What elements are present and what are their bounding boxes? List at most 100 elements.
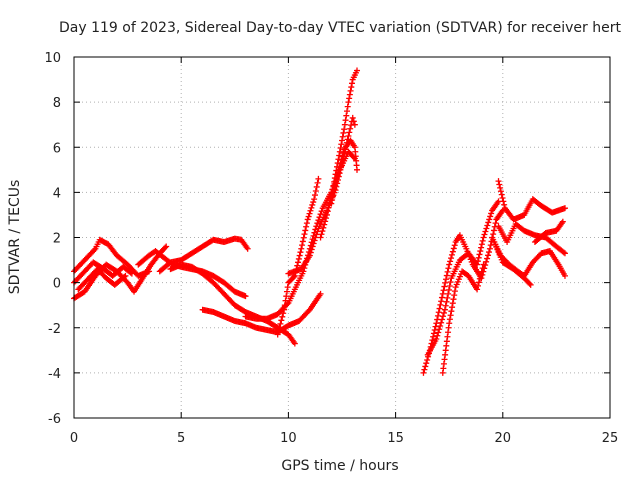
data-point <box>320 224 327 231</box>
grid <box>74 57 610 418</box>
data-point <box>283 288 290 295</box>
data-point <box>324 208 331 215</box>
data-point <box>323 215 330 222</box>
series-sat-11 <box>285 114 358 277</box>
data-point <box>354 67 361 74</box>
data-point <box>128 270 135 277</box>
data-point <box>281 306 288 313</box>
y-tick-label: 4 <box>53 186 61 201</box>
data-point <box>561 205 568 212</box>
data-point <box>444 294 451 301</box>
data-point <box>449 248 456 255</box>
data-point <box>332 182 339 189</box>
data-point <box>561 250 568 257</box>
data-point <box>450 245 457 252</box>
data-point <box>486 245 493 252</box>
data-point <box>307 207 314 214</box>
data-point <box>305 213 312 220</box>
series-sat-10 <box>274 175 322 338</box>
data-point <box>339 137 345 144</box>
x-tick-label: 15 <box>387 431 404 446</box>
data-point <box>319 228 326 235</box>
chart-title: Day 119 of 2023, Sidereal Day-to-day VTE… <box>59 20 621 36</box>
data-point <box>336 164 343 171</box>
data-point <box>441 306 448 313</box>
data-point <box>526 280 533 287</box>
data-point <box>310 240 317 247</box>
series-sat-13 <box>328 137 361 207</box>
data-points <box>71 67 568 376</box>
data-point <box>91 247 98 254</box>
data-point <box>439 316 446 323</box>
data-point <box>500 198 507 205</box>
data-point <box>499 195 506 202</box>
data-point <box>306 252 313 259</box>
data-point <box>484 222 491 229</box>
data-point <box>484 255 491 262</box>
data-point <box>325 204 332 211</box>
y-tick-label: 8 <box>53 96 61 111</box>
data-point <box>479 237 486 244</box>
data-point <box>333 178 340 185</box>
data-point <box>485 249 492 256</box>
data-point <box>321 221 328 228</box>
data-point <box>345 132 352 139</box>
data-point <box>348 84 355 91</box>
series-sat-21 <box>531 218 566 246</box>
data-point <box>308 246 315 253</box>
y-tick-label: 2 <box>53 232 61 247</box>
data-point <box>163 243 170 250</box>
data-point <box>313 183 320 190</box>
data-point <box>315 175 322 182</box>
y-tick-label: 0 <box>53 277 61 292</box>
data-point <box>478 244 485 251</box>
data-point <box>445 265 452 272</box>
y-tick-label: 6 <box>53 141 61 156</box>
data-point <box>475 254 482 261</box>
data-point <box>444 268 451 275</box>
data-point <box>478 268 485 275</box>
data-point <box>445 286 452 293</box>
data-point <box>497 184 504 191</box>
data-point <box>447 279 454 286</box>
data-point <box>431 327 438 334</box>
data-point <box>485 219 492 226</box>
data-point <box>336 148 343 155</box>
data-point <box>330 189 337 196</box>
series-sat-18 <box>495 220 568 257</box>
data-point <box>277 320 284 327</box>
data-point <box>438 294 445 301</box>
data-point <box>442 302 449 309</box>
data-point <box>451 242 458 249</box>
data-point <box>312 234 319 241</box>
data-point <box>451 292 458 299</box>
data-point <box>433 336 440 343</box>
data-point <box>340 129 347 136</box>
y-tick-label: -4 <box>48 367 61 382</box>
data-point <box>317 211 324 218</box>
data-point <box>561 272 568 279</box>
data-point <box>281 302 288 309</box>
data-point <box>354 166 361 173</box>
data-point <box>448 255 455 262</box>
data-point <box>347 125 354 132</box>
data-point <box>275 327 282 334</box>
data-point <box>501 201 508 208</box>
data-point <box>477 272 484 279</box>
data-point <box>442 279 449 286</box>
data-point <box>334 171 341 178</box>
data-point <box>284 284 291 291</box>
data-point <box>300 234 307 241</box>
data-point <box>421 366 428 373</box>
data-point <box>333 174 340 181</box>
data-point <box>446 261 453 268</box>
data-point <box>430 333 437 340</box>
data-point <box>290 273 297 280</box>
data-point <box>314 179 321 186</box>
data-point <box>303 223 310 230</box>
data-point <box>317 290 324 297</box>
data-point <box>315 217 322 224</box>
data-point <box>443 298 450 305</box>
data-point <box>162 244 169 251</box>
data-point <box>311 192 318 199</box>
